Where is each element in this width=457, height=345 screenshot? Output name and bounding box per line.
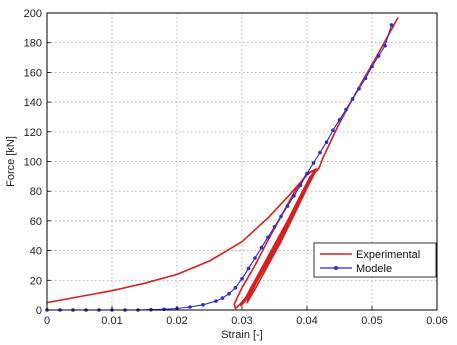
series-point-modele	[383, 43, 387, 48]
x-tick-label: 0.05	[361, 315, 382, 327]
series-point-modele	[253, 256, 257, 260]
series-point-modele	[188, 305, 192, 309]
series-point-modele	[318, 150, 322, 155]
series-point-modele	[279, 214, 283, 219]
series-point-modele	[389, 23, 394, 27]
ticks: 0 0.01 0.02 0.03 0.04 0.05 0.06 0 20 40 60 80 100 120…	[24, 8, 448, 327]
x-tick-label: 0.02	[166, 315, 187, 327]
series-point-modele	[272, 225, 277, 229]
legend-label-experimental: Experimental	[356, 249, 420, 261]
y-tick-label: 100	[24, 157, 42, 169]
legend-box	[313, 242, 437, 278]
series-point-modele	[363, 76, 368, 81]
series-point-modele	[324, 140, 329, 144]
grid	[47, 13, 437, 310]
x-tick-label: 0.03	[231, 315, 252, 327]
y-tick-label: 200	[24, 8, 42, 20]
series-point-modele	[311, 161, 316, 165]
x-tick-label: 0	[44, 315, 50, 327]
y-tick-label: 80	[30, 186, 42, 198]
series-point-modele	[227, 291, 231, 296]
y-tick-label: 60	[30, 216, 42, 228]
series-point-modele	[220, 296, 225, 300]
series-point-modele	[350, 97, 355, 101]
legend-label-modele: Modele	[356, 263, 392, 275]
series-point-modele	[214, 299, 218, 303]
x-tick-label: 0.01	[101, 315, 122, 327]
y-tick-label: 180	[24, 38, 42, 50]
series-point-modele	[240, 277, 244, 281]
series-point-modele	[298, 183, 303, 188]
y-tick-label: 160	[24, 67, 42, 79]
legend-marker-modele	[334, 266, 338, 270]
series-point-modele	[292, 193, 296, 198]
series-point-modele	[305, 171, 309, 176]
series-point-modele	[331, 128, 335, 133]
series-point-modele	[162, 307, 166, 312]
series-point-modele	[285, 204, 290, 208]
series-point-modele	[233, 285, 238, 290]
y-tick-label: 20	[30, 275, 42, 287]
series-point-modele	[201, 303, 205, 307]
series-point-modele	[370, 64, 374, 69]
series-point-modele	[337, 118, 342, 122]
legend: Experimental Modele	[313, 242, 437, 278]
series-point-modele	[357, 86, 361, 91]
y-tick-label: 40	[30, 246, 42, 258]
y-tick-label: 140	[24, 97, 42, 109]
x-axis-label: Strain [-]	[221, 329, 263, 341]
series-point-modele	[266, 235, 270, 239]
y-tick-label: 0	[36, 305, 42, 317]
y-axis-label: Force [kN]	[5, 136, 17, 187]
series-point-modele	[246, 266, 251, 271]
series-point-modele	[259, 245, 264, 250]
series-point-modele	[344, 107, 348, 112]
series-point-modele	[376, 54, 381, 58]
x-tick-label: 0.06	[426, 315, 447, 327]
x-tick-label: 0.04	[296, 315, 317, 327]
y-tick-label: 120	[24, 127, 42, 139]
